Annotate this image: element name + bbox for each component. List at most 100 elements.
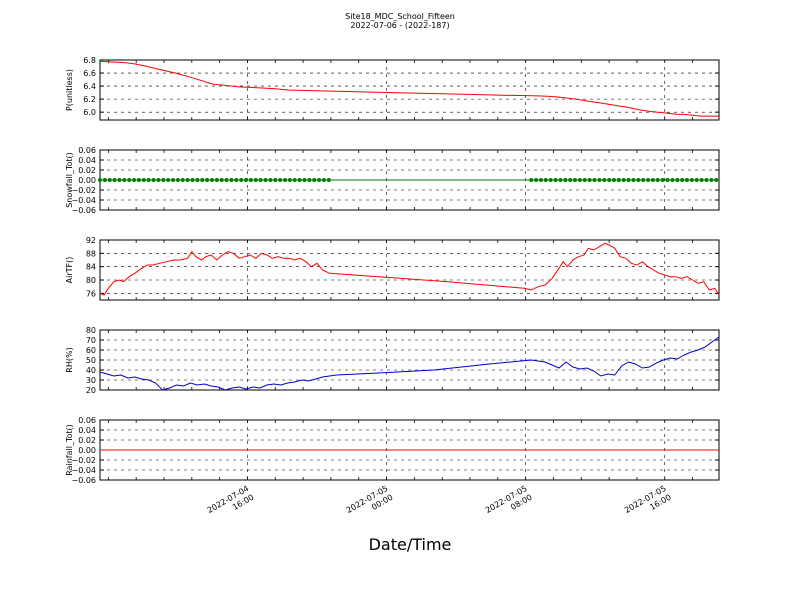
- panel-1-data-point: [107, 178, 112, 182]
- panel-3-ytick-label: 40: [86, 366, 96, 375]
- panel-1-data-point: [529, 178, 534, 182]
- panel-2-ylabel: AirTF(): [65, 257, 74, 284]
- panel-1-data-point: [205, 178, 210, 182]
- panel-1-data-point: [156, 178, 161, 182]
- panel-1-data-point: [312, 178, 317, 182]
- panel-4-ytick-label: 0.00: [78, 446, 96, 455]
- panel-1-data-point: [287, 178, 292, 182]
- panel-1-data-point: [200, 178, 205, 182]
- panel-1-data-point: [209, 178, 214, 182]
- panel-1-ytick-label: 0.02: [78, 166, 96, 175]
- panel-3-series-line: [99, 336, 720, 391]
- panel-1-data-point: [646, 178, 651, 182]
- panel-3-ytick-label: 50: [86, 356, 96, 365]
- panel-1-data-point: [112, 178, 117, 182]
- panel-1-data-point: [326, 178, 331, 182]
- chart-title: Site18_MDC_School_Fifteen: [345, 12, 455, 21]
- panel-1-ytick-label: −0.02: [71, 186, 96, 195]
- panel-4-ytick-label: −0.04: [71, 466, 96, 475]
- panel-2-ytick-label: 84: [86, 263, 96, 272]
- panel-2-series-line: [99, 242, 720, 296]
- panel-1-data-point: [141, 178, 146, 182]
- panel-0-series-line: [99, 60, 719, 117]
- panel-1-data-point: [253, 178, 258, 182]
- panel-2-frame: [99, 239, 720, 301]
- panel-3-ytick-label: 70: [86, 336, 96, 345]
- panel-3-ytick-label: 60: [86, 346, 96, 355]
- panel-1-data-point: [680, 178, 685, 182]
- panel-1-data-point: [136, 178, 141, 182]
- panel-1-data-point: [587, 178, 592, 182]
- panel-1-data-point: [709, 178, 714, 182]
- panel-3-ytick-label: 30: [86, 376, 96, 385]
- panel-3-ytick-label: 80: [86, 326, 96, 335]
- panel-0-ylabel: P(unitless): [65, 69, 74, 111]
- panel-1-data-point: [102, 178, 107, 182]
- panel-1-data-point: [650, 178, 655, 182]
- panel-1-data-point: [239, 178, 244, 182]
- panel-1-data-point: [132, 178, 137, 182]
- panel-1-data-point: [161, 178, 166, 182]
- panel-1-data-point: [234, 178, 239, 182]
- panel-1-data-point: [171, 178, 176, 182]
- panel-1-data-point: [636, 178, 641, 182]
- panel-1-data-point: [292, 178, 297, 182]
- panel-1-data-point: [655, 178, 660, 182]
- panel-4-ytick-label: −0.06: [71, 476, 96, 485]
- panel-3-ylabel: RH(%): [65, 347, 74, 372]
- panel-1-data-point: [665, 178, 670, 182]
- x-tick-label: 2022-07-0516:00: [623, 484, 673, 524]
- panel-1-data-point: [573, 178, 578, 182]
- panel-1-data-point: [592, 178, 597, 182]
- panel-1-data-point: [607, 178, 612, 182]
- panel-1-data-point: [548, 178, 553, 182]
- panel-1-data-point: [185, 178, 190, 182]
- panel-0-ytick-label: 6.4: [83, 82, 96, 91]
- chart-subtitle: 2022-07-06 - (2022-187): [350, 21, 450, 30]
- panel-1-data-point: [307, 178, 312, 182]
- panel-1-data-point: [219, 178, 224, 182]
- panel-1-data-point: [626, 178, 631, 182]
- panel-1-data-point: [263, 178, 268, 182]
- panel-4-ytick-label: −0.02: [71, 456, 96, 465]
- panel-4-ytick-label: 0.06: [78, 416, 96, 425]
- panel-1-data-point: [689, 178, 694, 182]
- panel-0-ytick-label: 6.6: [83, 69, 96, 78]
- panel-1-data-point: [538, 178, 543, 182]
- panel-1-ytick-label: 0.04: [78, 156, 96, 165]
- panel-1-data-point: [278, 178, 283, 182]
- x-tick-label: 2022-07-0416:00: [206, 484, 256, 524]
- panel-1-data-point: [616, 178, 621, 182]
- panel-1-data-point: [317, 178, 322, 182]
- panel-1-data-point: [641, 178, 646, 182]
- panel-1-data-point: [180, 178, 185, 182]
- panel-1-data-point: [611, 178, 616, 182]
- panel-1-data-point: [166, 178, 171, 182]
- panel-1-data-point: [582, 178, 587, 182]
- panel-1-data-point: [258, 178, 263, 182]
- panel-4-ylabel: Rainfall_Tot(): [65, 424, 74, 476]
- panel-1-data-point: [297, 178, 302, 182]
- panel-2-ytick-label: 76: [86, 289, 96, 298]
- panel-4-ytick-label: 0.02: [78, 436, 96, 445]
- panel-1-data-point: [229, 178, 234, 182]
- panel-0-ytick-label: 6.0: [83, 108, 96, 117]
- panel-1-data-point: [98, 178, 102, 182]
- panel-0-frame: [99, 59, 720, 121]
- panel-1-data-point: [151, 178, 156, 182]
- panel-1-data-point: [675, 178, 680, 182]
- x-tick-label: 2022-07-0500:00: [345, 484, 395, 524]
- panel-1-data-point: [714, 178, 719, 182]
- panel-1-data-point: [670, 178, 675, 182]
- panel-1-data-point: [602, 178, 607, 182]
- panel-1-data-point: [553, 178, 558, 182]
- panel-2-ytick-label: 92: [86, 236, 96, 245]
- panel-1-data-point: [321, 178, 326, 182]
- panel-1-ytick-label: 0.00: [78, 176, 96, 185]
- panel-1-data-point: [127, 178, 132, 182]
- panel-1-data-point: [214, 178, 219, 182]
- panel-1-ylabel: Snowfall_Tot(): [65, 152, 74, 208]
- panel-1-data-point: [704, 178, 709, 182]
- panel-1-data-point: [283, 178, 288, 182]
- panel-1-data-point: [302, 178, 307, 182]
